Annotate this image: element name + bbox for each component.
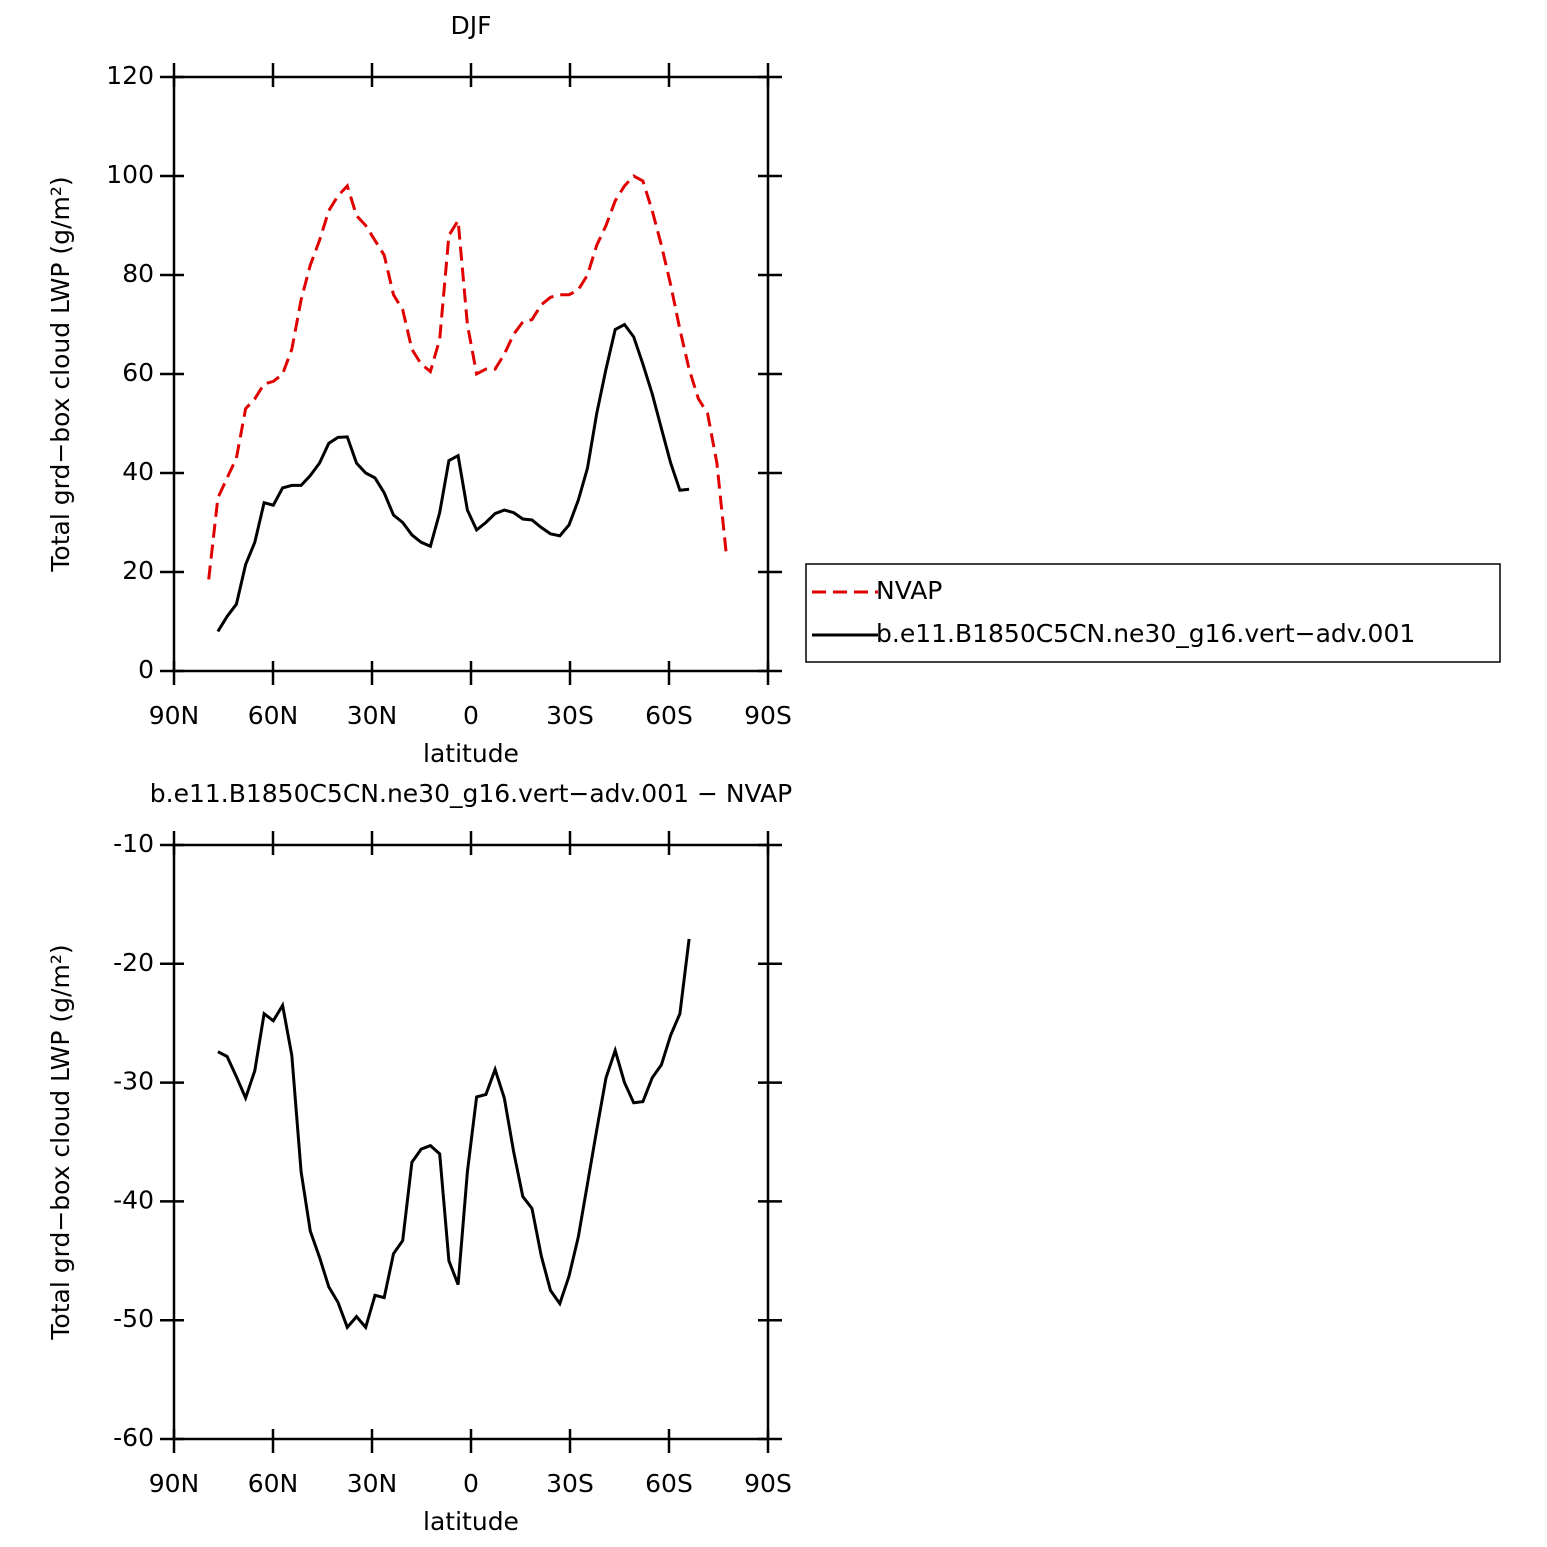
data-line [217,938,691,1331]
y-axis-label: Total grd−box cloud LWP (g/m²) [46,176,75,572]
y-tick-label: -40 [113,1185,154,1214]
x-axis-label: latitude [423,1507,519,1536]
y-tick-label: -20 [113,948,154,977]
y-tick-label: 80 [122,259,154,288]
y-tick-label: 120 [106,61,154,90]
x-tick-label: 30N [347,1469,398,1498]
y-tick-label: 60 [122,358,154,387]
x-tick-label: 90S [744,1469,792,1498]
legend-label: b.e11.B1850C5CN.ne30_g16.vert−adv.001 [876,619,1415,648]
y-tick-label: 40 [122,457,154,486]
y-tick-label: -30 [113,1067,154,1096]
x-tick-label: 60S [645,1469,693,1498]
frame [160,63,782,685]
x-tick-label: 90S [744,701,792,730]
data-line [207,174,728,580]
x-tick-label: 60N [248,701,299,730]
y-axis-label: Total grd−box cloud LWP (g/m²) [46,944,75,1340]
plot: DJF latitude Total grd−box cloud LWP (g/m²… [46,11,1501,768]
x-tick-label: 30S [546,1469,594,1498]
chart-title: b.e11.B1850C5CN.ne30_g16.vert−adv.001 − … [150,779,793,808]
y-tick-label: 20 [122,556,154,585]
legend-box [805,563,1501,663]
legend-label: NVAP [876,576,942,605]
legend: NVAP b.e11.B1850C5CN.ne30_g16.vert−adv.00… [805,563,1501,663]
x-tick-label: 30N [347,701,398,730]
y-tick-label: 100 [106,160,154,189]
chart-title: DJF [450,11,491,40]
data-line [216,322,690,633]
x-tick-label: 60S [645,701,693,730]
x-tick-label: 90N [149,701,200,730]
x-axis-label: latitude [423,739,519,768]
frame [160,831,782,1453]
y-tick-label: -60 [113,1423,154,1452]
x-tick-label: 0 [463,701,479,730]
y-tick-label: -10 [113,829,154,858]
x-tick-label: 90N [149,1469,200,1498]
x-tick-label: 30S [546,701,594,730]
x-tick-label: 60N [248,1469,299,1498]
plot: b.e11.B1850C5CN.ne30_g16.vert−adv.001 − … [46,779,792,1536]
x-tick-label: 0 [463,1469,479,1498]
y-tick-label: 0 [138,655,154,684]
y-tick-label: -50 [113,1304,154,1333]
